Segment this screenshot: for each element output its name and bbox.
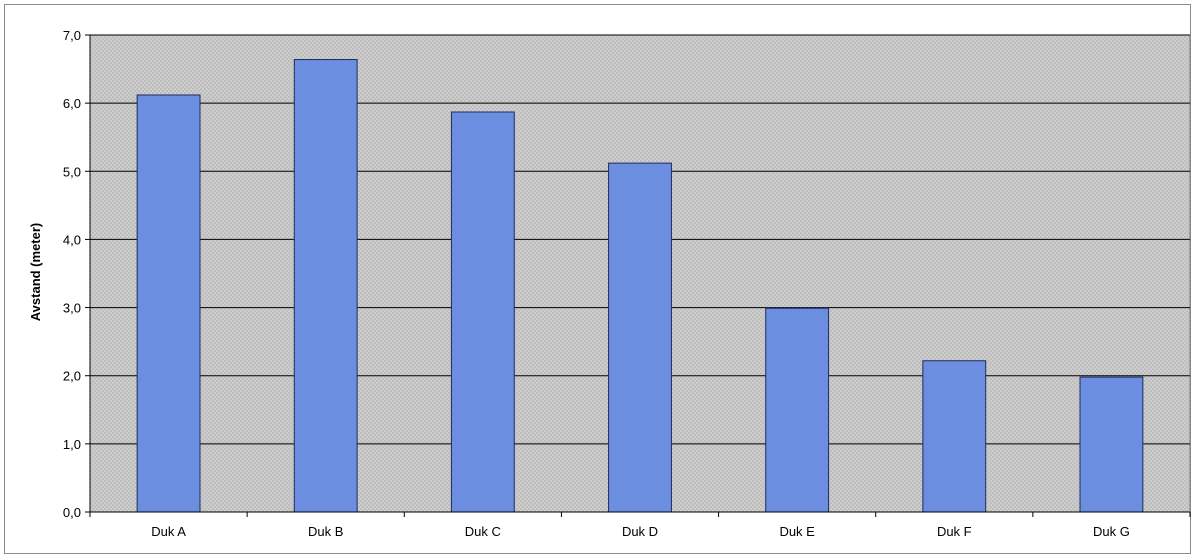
x-tick-label: Duk G [1093,524,1130,539]
bar-duk-c [450,111,515,513]
y-tick-label: 6,0 [63,96,81,111]
y-tick-label: 1,0 [63,437,81,452]
y-tick-label: 7,0 [63,28,81,43]
x-tick-label: Duk C [465,524,501,539]
bar-duk-e [765,307,830,513]
bar-duk-f [922,360,987,513]
y-axis-title: Avstand (meter) [28,223,43,321]
bars [136,59,1144,513]
x-tick-label: Duk D [622,524,658,539]
y-tick-label: 2,0 [63,369,81,384]
bar-duk-b [293,59,358,513]
x-tick-label: Duk B [308,524,343,539]
x-tick-label: Duk F [937,524,972,539]
bar-duk-g [1079,376,1144,513]
y-tick-label: 3,0 [63,301,81,316]
bar-duk-d [608,162,672,513]
y-tick-label: 0,0 [63,505,81,520]
axes [85,34,1191,517]
y-tick-label: 4,0 [63,232,81,247]
bar-duk-a [136,94,201,513]
y-tick-labels: 0,0 1,0 2,0 3,0 4,0 5,0 6,0 7,0 [63,28,81,520]
x-tick-label: Duk E [779,524,815,539]
x-tick-labels: Duk A Duk B Duk C Duk D Duk E Duk F Duk G [151,524,1130,539]
y-tick-label: 5,0 [63,164,81,179]
x-tick-label: Duk A [151,524,186,539]
